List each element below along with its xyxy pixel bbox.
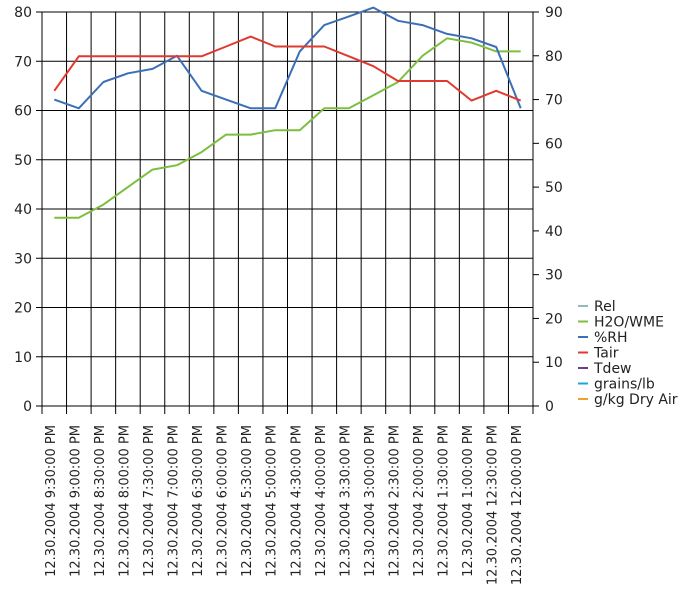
x-tick-label: 12.30.2004 12:00:00 PM <box>510 425 525 585</box>
series-line-tair <box>53 35 522 102</box>
right-tick-label: 30 <box>545 268 563 284</box>
x-tick-label: 12.30.2004 6:00:00 PM <box>216 425 231 577</box>
x-tick-label: 12.30.2004 9:00:00 PM <box>68 425 83 577</box>
left-tick-label: 20 <box>14 301 32 317</box>
x-tick-label: 12.30.2004 3:00:00 PM <box>363 425 378 577</box>
x-tick-label: 12.30.2004 3:30:00 PM <box>338 425 353 577</box>
x-axis-ticks: 12.30.2004 9:30:00 PM 12.30.2004 9:00:00 … <box>44 425 525 585</box>
legend-label: Tdew <box>593 361 632 377</box>
gridlines <box>36 11 539 414</box>
left-tick-label: 50 <box>14 153 32 169</box>
right-tick-label: 40 <box>545 224 563 240</box>
x-tick-label: 12.30.2004 2:30:00 PM <box>387 425 402 577</box>
left-tick-label: 60 <box>14 104 32 120</box>
x-tick-label: 12.30.2004 8:00:00 PM <box>117 425 132 577</box>
series-lines <box>53 6 522 219</box>
left-tick-label: 40 <box>14 202 32 218</box>
x-tick-label: 12.30.2004 7:30:00 PM <box>142 425 157 577</box>
x-tick-label: 12.30.2004 2:00:00 PM <box>412 425 427 577</box>
left-tick-label: 70 <box>14 54 32 70</box>
right-tick-label: 20 <box>545 311 563 327</box>
legend-label: g/kg Dry Air <box>594 392 678 408</box>
left-tick-label: 80 <box>14 5 32 21</box>
x-tick-label: 12.30.2004 9:30:00 PM <box>44 425 59 577</box>
legend-label: %RH <box>594 330 628 346</box>
series-line-h2o-wme <box>54 37 521 219</box>
x-tick-label: 12.30.2004 8:30:00 PM <box>93 425 108 577</box>
left-tick-label: 10 <box>14 350 32 366</box>
x-tick-label: 12.30.2004 7:00:00 PM <box>167 425 182 577</box>
series-line--rh <box>53 6 522 110</box>
right-tick-label: 10 <box>545 355 563 371</box>
legend-label: H2O/WME <box>594 315 664 331</box>
right-tick-label: 50 <box>545 180 563 196</box>
legend-label: Tair <box>593 346 619 362</box>
x-tick-label: 12.30.2004 12:30:00 PM <box>486 425 501 585</box>
x-tick-label: 12.30.2004 1:00:00 PM <box>461 425 476 577</box>
legend-label: grains/lb <box>594 377 655 393</box>
left-axis-ticks: 0 10 20 30 40 50 60 70 80 <box>14 5 32 415</box>
x-tick-label: 12.30.2004 6:30:00 PM <box>191 425 206 577</box>
left-tick-label: 30 <box>14 251 32 267</box>
right-tick-label: 0 <box>545 399 554 415</box>
x-tick-label: 12.30.2004 5:00:00 PM <box>265 425 280 577</box>
legend-label: Rel <box>594 299 616 315</box>
left-tick-label: 0 <box>23 399 32 415</box>
x-tick-label: 12.30.2004 5:30:00 PM <box>240 425 255 577</box>
right-tick-label: 80 <box>545 49 563 65</box>
x-tick-label: 12.30.2004 1:30:00 PM <box>437 425 452 577</box>
right-tick-label: 90 <box>545 5 563 21</box>
x-tick-label: 12.30.2004 4:30:00 PM <box>289 425 304 577</box>
right-axis-ticks: 0 10 20 30 40 50 60 70 80 90 <box>545 5 563 415</box>
right-tick-label: 70 <box>545 93 563 109</box>
x-tick-label: 12.30.2004 4:00:00 PM <box>314 425 329 577</box>
right-tick-label: 60 <box>545 136 563 152</box>
